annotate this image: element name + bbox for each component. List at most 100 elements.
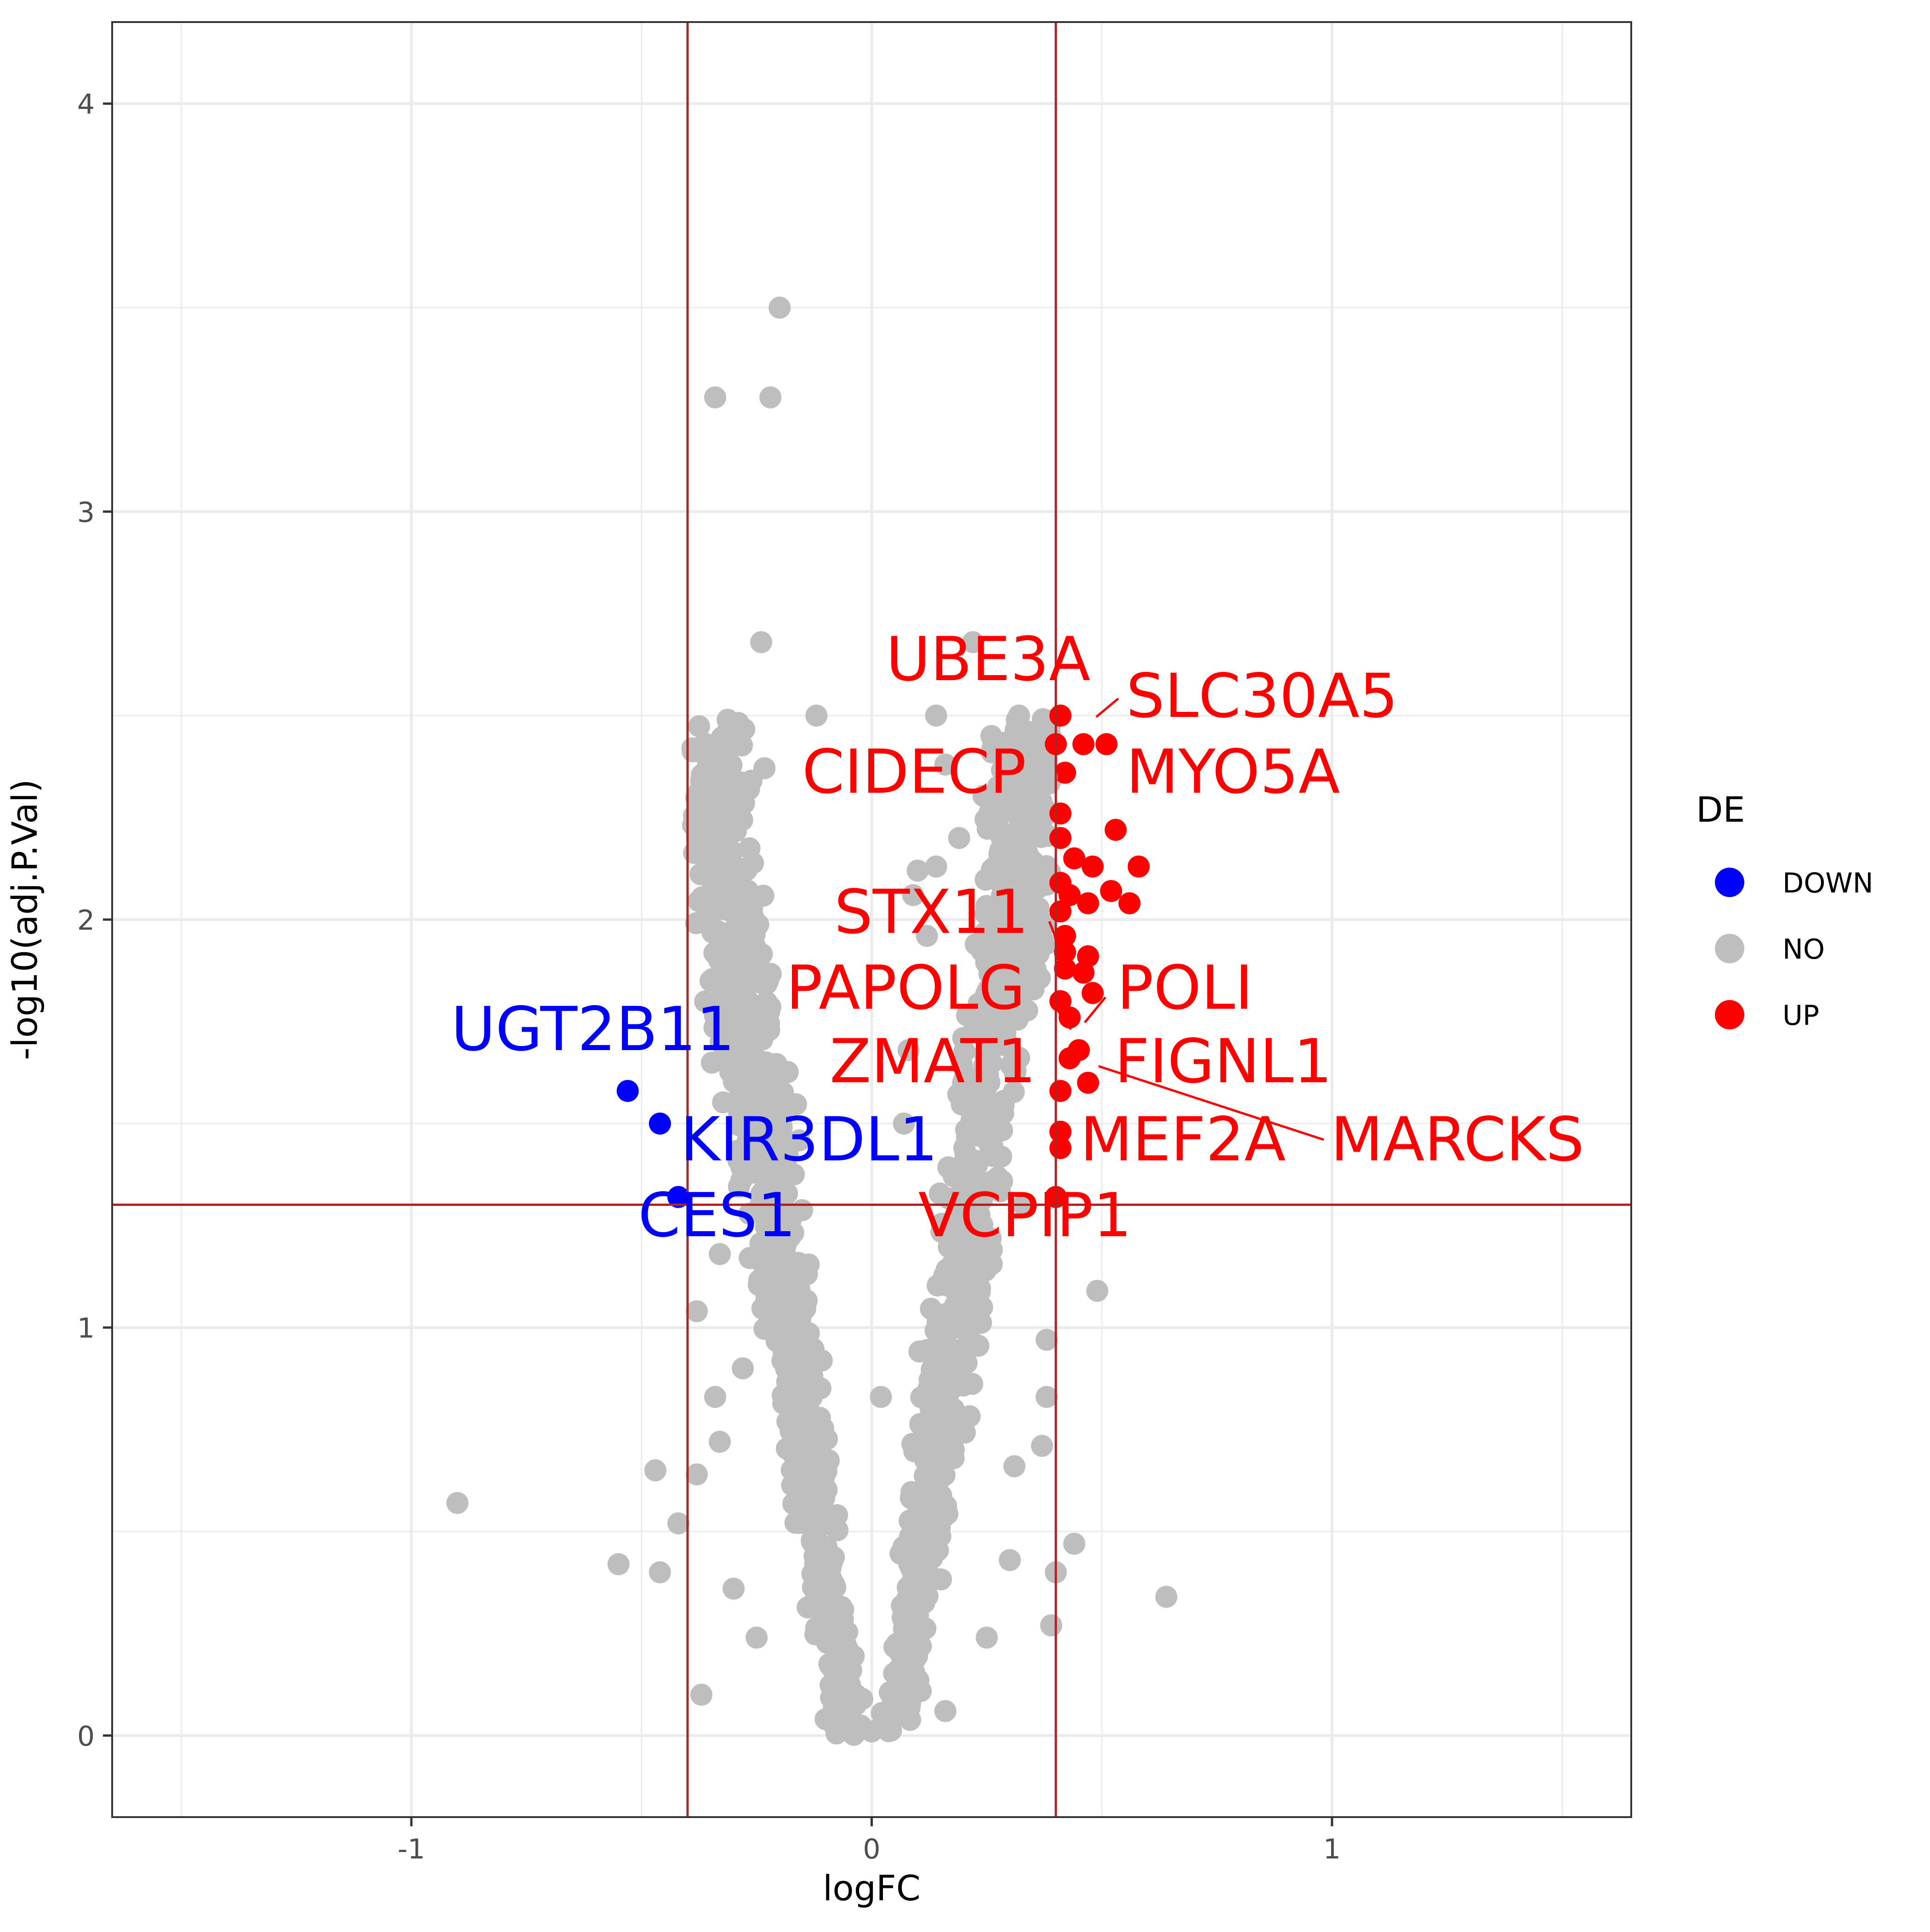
label-connector xyxy=(1049,999,1072,1030)
point-up xyxy=(1059,884,1081,906)
point-no xyxy=(1029,967,1051,989)
point-no xyxy=(1008,827,1030,849)
point-no xyxy=(703,753,725,776)
point-no xyxy=(806,1503,829,1526)
point-no xyxy=(607,1553,630,1575)
y-tick-label: 2 xyxy=(77,904,95,937)
point-no xyxy=(837,1657,860,1679)
point-no xyxy=(983,1142,1005,1164)
point-no xyxy=(978,962,1001,985)
gene-label: SLC30A5 xyxy=(1126,661,1398,732)
point-no xyxy=(983,915,1006,937)
point-no xyxy=(1003,1455,1025,1477)
point-no xyxy=(1014,921,1037,944)
gene-label: PAPOLG xyxy=(786,953,1025,1023)
point-no xyxy=(944,1235,966,1257)
label-connector xyxy=(1095,698,1119,718)
point-no xyxy=(989,1180,1011,1203)
point-no xyxy=(667,1512,689,1534)
point-no xyxy=(883,1662,905,1685)
point-no xyxy=(948,1259,970,1282)
point-down xyxy=(667,1186,689,1208)
point-no xyxy=(824,1507,847,1530)
legend-key-up xyxy=(1715,1000,1744,1029)
point-no xyxy=(788,1279,811,1301)
point-no xyxy=(750,631,773,653)
point-no xyxy=(649,1561,671,1584)
point-up xyxy=(1059,1006,1081,1029)
point-no xyxy=(699,970,722,992)
gene-label: MYO5A xyxy=(1126,737,1340,807)
point-no xyxy=(909,1413,932,1435)
point-no xyxy=(902,884,924,906)
gene-label: STX11 xyxy=(834,877,1029,948)
point-no xyxy=(695,786,717,808)
point-no xyxy=(968,1204,991,1226)
point-no xyxy=(987,775,1009,798)
gene-label: FIGNL1 xyxy=(1115,1026,1332,1097)
point-no xyxy=(962,1238,985,1261)
point-no xyxy=(754,996,777,1018)
legend-key-no xyxy=(1715,934,1744,963)
point-no xyxy=(860,1720,883,1743)
point-no xyxy=(948,1301,971,1324)
point-no xyxy=(723,1577,745,1600)
point-no xyxy=(1031,1435,1053,1457)
point-no xyxy=(927,1311,949,1334)
legend-title: DE xyxy=(1696,789,1745,830)
y-tick-label: 1 xyxy=(77,1313,95,1345)
point-no xyxy=(837,1714,859,1737)
point-no xyxy=(922,1470,945,1492)
point-no xyxy=(732,949,754,972)
point-no xyxy=(934,1700,956,1722)
legend-label-no: NO xyxy=(1782,933,1825,966)
point-no xyxy=(942,1157,964,1180)
point-no xyxy=(934,753,956,776)
gene-label: UBE3A xyxy=(886,624,1091,695)
point-no xyxy=(834,1692,856,1714)
point-no xyxy=(1040,1614,1063,1637)
point-no xyxy=(966,1152,989,1174)
point-no xyxy=(752,1076,774,1098)
point-no xyxy=(704,827,726,849)
point-no xyxy=(723,1092,745,1114)
point-no xyxy=(900,1620,922,1643)
point-no xyxy=(759,386,782,409)
point-down xyxy=(649,1112,671,1135)
point-no xyxy=(906,859,929,882)
point-no xyxy=(784,1311,807,1333)
point-up xyxy=(1072,961,1095,984)
gene-label: ZMAT1 xyxy=(830,1026,1036,1097)
point-up xyxy=(1127,855,1150,878)
point-no xyxy=(709,1431,731,1453)
point-no xyxy=(709,929,731,951)
point-up xyxy=(1054,925,1076,947)
point-no xyxy=(831,1608,854,1631)
point-no xyxy=(971,1296,993,1318)
legend-key-down xyxy=(1715,868,1744,897)
point-no xyxy=(771,1384,794,1407)
point-no xyxy=(992,1010,1015,1033)
point-no xyxy=(1063,1533,1086,1555)
label-connector xyxy=(1098,1065,1324,1141)
point-no xyxy=(998,1549,1021,1571)
point-up xyxy=(1077,892,1099,915)
point-no xyxy=(878,1717,901,1739)
point-no xyxy=(1035,932,1058,955)
point-no xyxy=(993,1090,1015,1112)
point-no xyxy=(812,1592,834,1615)
point-no xyxy=(916,1585,939,1607)
gene-label: CIDECP xyxy=(802,737,1026,807)
point-no xyxy=(930,1221,953,1243)
point-no xyxy=(789,1389,811,1412)
point-no xyxy=(974,808,997,831)
label-connector xyxy=(1048,921,1068,966)
point-up xyxy=(1077,1072,1099,1094)
point-no xyxy=(732,1357,754,1380)
point-no xyxy=(814,1708,837,1730)
point-no xyxy=(1036,1386,1058,1408)
grid-major xyxy=(112,22,1631,1817)
point-no xyxy=(735,904,758,926)
point-no xyxy=(1027,897,1050,920)
